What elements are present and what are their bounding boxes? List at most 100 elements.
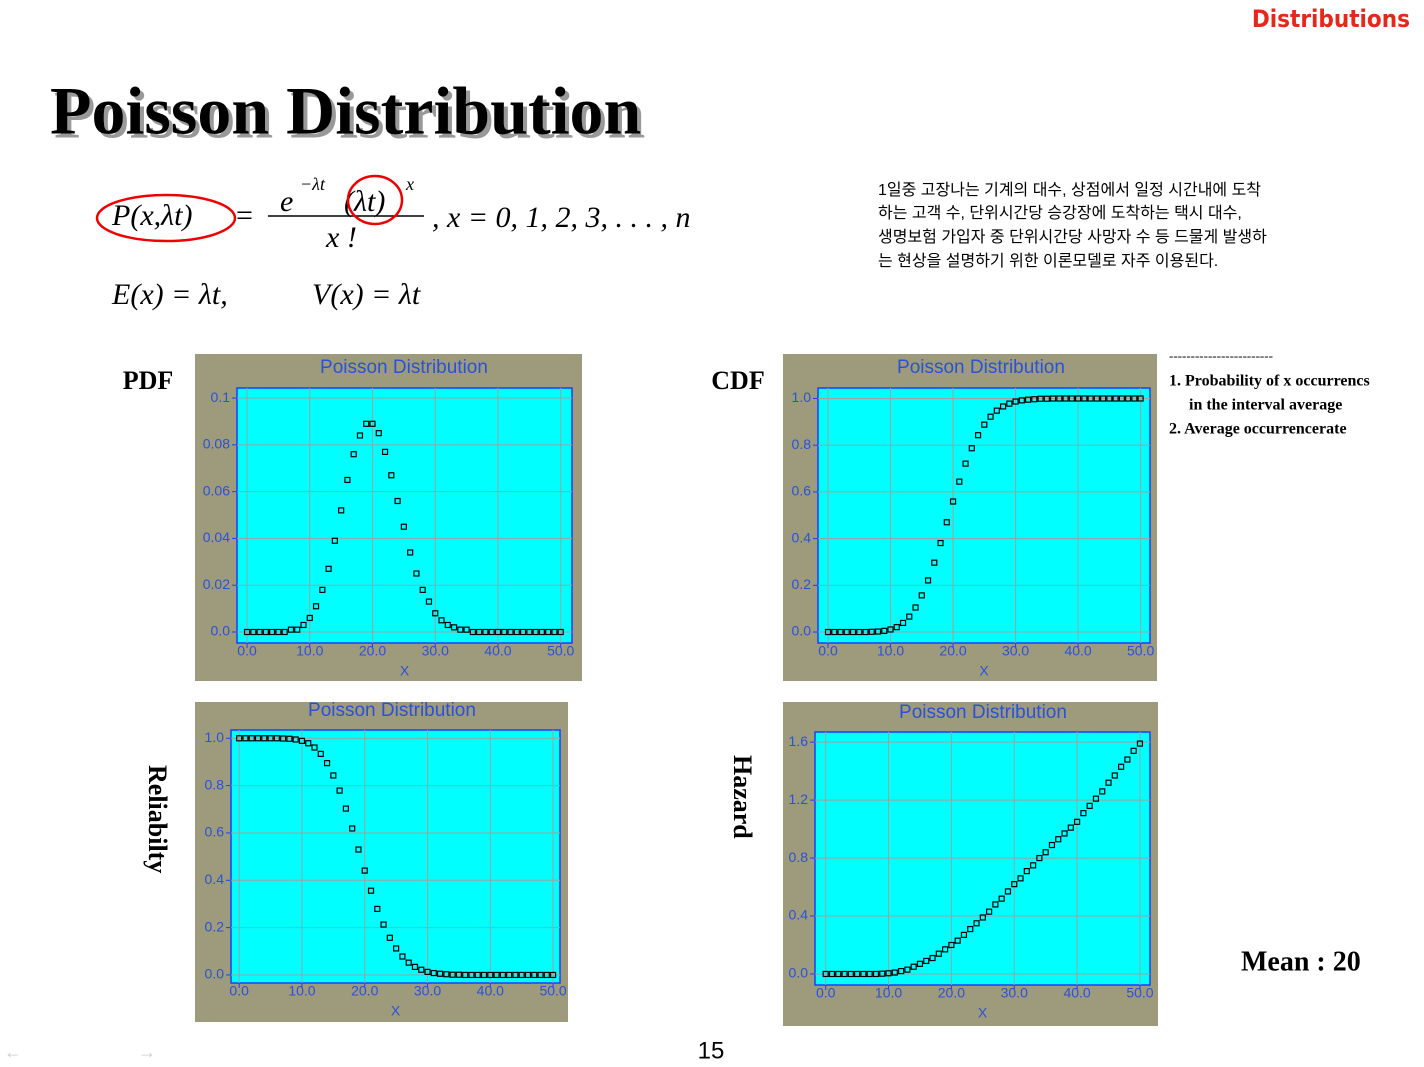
y-tick-label: 0.0 xyxy=(789,965,809,981)
plot-area xyxy=(236,387,573,644)
point xyxy=(356,432,364,439)
point xyxy=(338,507,345,514)
y-tick-label: 0.6 xyxy=(205,824,225,840)
y-tick-label: 1.6 xyxy=(789,733,809,749)
point xyxy=(874,628,882,635)
point xyxy=(1137,395,1144,402)
chart-title: Poisson Distribution xyxy=(308,700,476,721)
point xyxy=(843,628,850,636)
point xyxy=(524,971,532,979)
point xyxy=(430,969,437,977)
x-tick-label: 20.0 xyxy=(359,643,386,659)
point xyxy=(931,559,938,566)
formula-domain: , x = 0, 1, 2, 3, . . . , n xyxy=(432,201,691,234)
nav-next[interactable]: → xyxy=(138,1042,156,1062)
point xyxy=(906,613,913,620)
y-tick-label: 1.0 xyxy=(205,729,225,745)
point xyxy=(261,735,268,742)
point xyxy=(1087,395,1094,402)
point xyxy=(956,478,963,485)
point xyxy=(411,963,419,971)
point xyxy=(405,959,412,966)
page-number: 15 xyxy=(698,1037,725,1064)
point xyxy=(918,592,925,599)
mean-label: Mean : 20 xyxy=(1241,946,1361,977)
point xyxy=(1106,395,1113,402)
point xyxy=(323,760,331,767)
chart-title: Poisson Distribution xyxy=(899,702,1067,723)
description-line: 1일중 고장나는 기계의 대수, 상점에서 일정 시간내에 도착 xyxy=(878,181,1261,199)
point xyxy=(981,421,988,428)
point xyxy=(468,971,475,979)
x-axis-label: X xyxy=(978,1005,988,1021)
point xyxy=(1068,395,1075,402)
x-tick-label: 10.0 xyxy=(875,985,902,1001)
point xyxy=(1093,395,1100,402)
x-tick-label: 20.0 xyxy=(938,985,965,1001)
x-tick-label: 30.0 xyxy=(422,643,449,659)
point xyxy=(1111,772,1118,779)
slide-title: Poisson Distribution xyxy=(50,73,641,149)
point xyxy=(1017,875,1024,882)
x-tick-label: 0.0 xyxy=(816,985,836,1001)
point xyxy=(306,614,313,622)
point xyxy=(375,430,382,437)
note-line: 1. Probability of x occurrencs xyxy=(1169,373,1370,390)
x-tick-label: 50.0 xyxy=(1126,985,1153,1001)
point xyxy=(1042,849,1049,856)
point xyxy=(912,604,919,611)
point xyxy=(1011,881,1018,888)
point xyxy=(929,954,936,962)
point xyxy=(1037,395,1044,402)
point xyxy=(1124,756,1131,763)
y-tick-label: 0.8 xyxy=(789,849,809,865)
point xyxy=(419,586,426,593)
point xyxy=(831,628,838,636)
y-tick-label: 0.8 xyxy=(792,436,812,452)
point xyxy=(381,448,389,455)
point xyxy=(543,971,550,979)
nav-prev[interactable]: ← xyxy=(4,1042,22,1062)
point xyxy=(361,867,368,874)
point xyxy=(828,970,836,978)
notes: ------------------------ 1. Probability … xyxy=(1169,348,1370,438)
point xyxy=(474,971,481,979)
point xyxy=(436,970,444,977)
formula-denominator: x ! xyxy=(325,221,357,254)
point xyxy=(891,969,898,976)
point xyxy=(394,497,401,505)
point xyxy=(538,628,545,636)
point xyxy=(506,971,513,979)
point xyxy=(455,971,463,978)
point xyxy=(367,887,375,894)
point xyxy=(275,628,282,636)
point xyxy=(935,950,942,957)
chart-title: Poisson Distribution xyxy=(320,357,488,378)
point xyxy=(868,628,875,635)
description-line: 하는 고객 수, 단위시간당 승강장에 도착하는 택시 대수, xyxy=(878,204,1242,222)
note-line: ------------------------ xyxy=(1169,348,1273,363)
y-tick-label: 1.2 xyxy=(789,791,809,807)
note-line: 2. Average occurrencerate xyxy=(1169,421,1347,438)
point xyxy=(1080,810,1087,817)
point xyxy=(1099,788,1106,795)
point xyxy=(860,970,867,978)
x-tick-label: 40.0 xyxy=(1064,643,1091,659)
point xyxy=(1048,841,1056,849)
point xyxy=(518,971,525,979)
point xyxy=(992,901,999,908)
point xyxy=(879,970,886,977)
point xyxy=(1117,763,1125,770)
side-label: PDF xyxy=(123,366,174,395)
y-tick-label: 0.04 xyxy=(203,529,230,545)
point xyxy=(824,628,832,636)
point xyxy=(545,628,552,636)
point xyxy=(549,971,557,979)
point xyxy=(400,523,407,530)
point xyxy=(292,736,299,743)
formula-mid-exp: x xyxy=(405,174,414,194)
x-tick-label: 40.0 xyxy=(484,643,511,659)
point xyxy=(262,628,269,636)
point xyxy=(835,970,842,978)
point xyxy=(948,941,955,949)
